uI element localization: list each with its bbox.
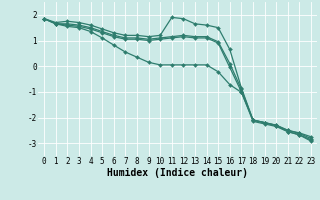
- X-axis label: Humidex (Indice chaleur): Humidex (Indice chaleur): [107, 168, 248, 178]
